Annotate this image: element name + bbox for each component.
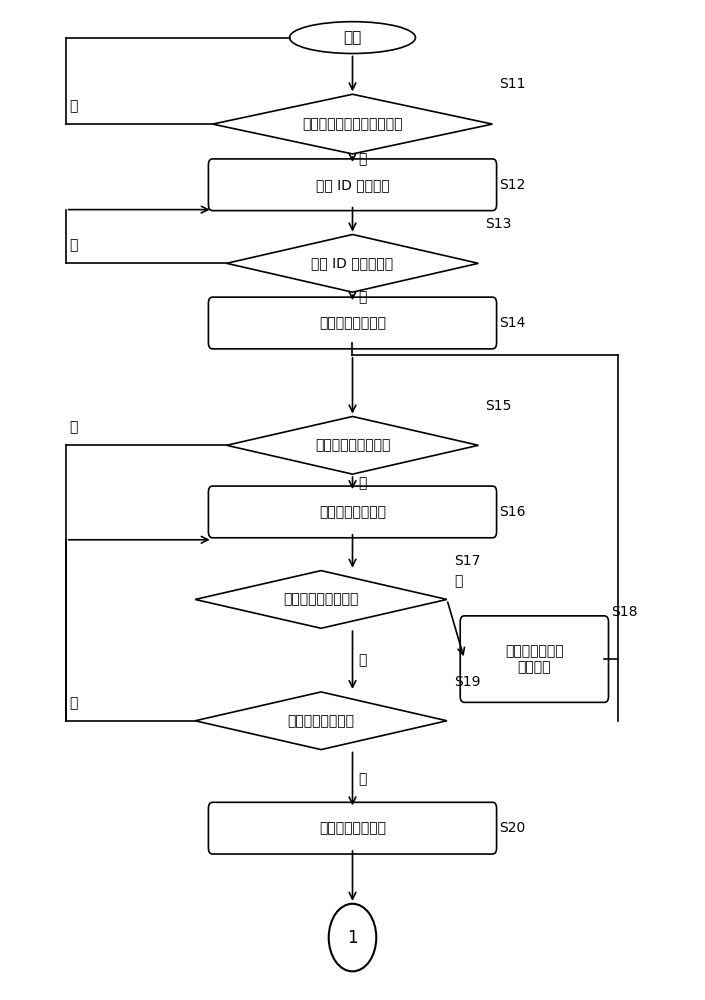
Polygon shape xyxy=(213,94,492,154)
Text: 输入了支持应用启动指示？: 输入了支持应用启动指示？ xyxy=(302,117,403,131)
Text: S15: S15 xyxy=(486,399,512,413)
Text: 是: 是 xyxy=(358,476,367,490)
Text: S20: S20 xyxy=(499,821,526,835)
Text: 否: 否 xyxy=(69,99,78,113)
Polygon shape xyxy=(226,234,479,292)
FancyBboxPatch shape xyxy=(209,159,496,211)
FancyBboxPatch shape xyxy=(209,297,496,349)
FancyBboxPatch shape xyxy=(460,616,608,702)
Text: 操作了完成按钮？: 操作了完成按钮？ xyxy=(288,714,355,728)
Text: 是: 是 xyxy=(358,152,367,166)
Text: 开始: 开始 xyxy=(343,30,362,45)
Text: 接收回答输入画面？: 接收回答输入画面？ xyxy=(315,438,390,452)
Text: 输入 ID 发送指示？: 输入 ID 发送指示？ xyxy=(312,256,393,270)
Text: S13: S13 xyxy=(486,218,512,232)
Text: S19: S19 xyxy=(454,675,480,689)
Text: 是: 是 xyxy=(358,772,367,786)
Text: S17: S17 xyxy=(454,554,480,568)
Polygon shape xyxy=(195,692,447,750)
Text: 否: 否 xyxy=(69,238,78,252)
Text: 否: 否 xyxy=(358,653,367,667)
Text: S16: S16 xyxy=(499,505,526,519)
FancyBboxPatch shape xyxy=(209,802,496,854)
Text: 否: 否 xyxy=(69,420,78,434)
FancyBboxPatch shape xyxy=(209,486,496,538)
Ellipse shape xyxy=(290,22,415,53)
Text: S12: S12 xyxy=(499,178,526,192)
Text: 是: 是 xyxy=(358,291,367,305)
Text: 操作了下一步按钮？: 操作了下一步按钮？ xyxy=(283,592,359,606)
Text: 显示 ID 输入画面: 显示 ID 输入画面 xyxy=(316,178,389,192)
Text: 请求回答输入画面: 请求回答输入画面 xyxy=(319,316,386,330)
Polygon shape xyxy=(226,416,479,474)
Circle shape xyxy=(329,904,376,971)
Text: 显示回答输入画面: 显示回答输入画面 xyxy=(319,505,386,519)
Text: S11: S11 xyxy=(499,77,526,91)
Polygon shape xyxy=(195,571,447,628)
Text: 否: 否 xyxy=(69,696,78,710)
Text: S14: S14 xyxy=(499,316,526,330)
Text: 是: 是 xyxy=(454,575,462,589)
Text: 请求下一个回答
输入画面: 请求下一个回答 输入画面 xyxy=(505,644,564,674)
Text: 1: 1 xyxy=(347,929,358,947)
Text: 请求种类输入画面: 请求种类输入画面 xyxy=(319,821,386,835)
Text: S18: S18 xyxy=(611,605,638,619)
